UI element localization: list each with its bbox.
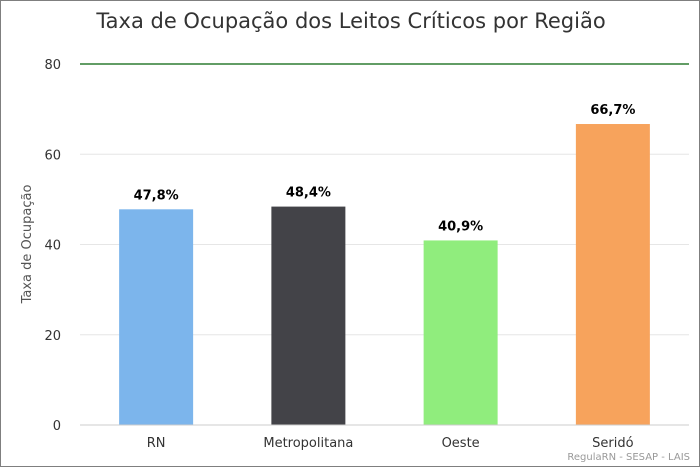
data-labels: 47,8% 48,4% 40,9% 66,7%: [134, 103, 636, 234]
y-tick-label: 60: [44, 148, 61, 163]
bar: [119, 209, 194, 425]
chart-title: Taxa de Ocupação dos Leitos Críticos por…: [95, 9, 605, 33]
bars: [119, 124, 650, 426]
y-tick-label: 40: [44, 239, 61, 254]
y-axis-ticks: 0 20 40 60 80: [44, 58, 61, 434]
bar: [423, 240, 498, 425]
y-tick-label: 0: [53, 419, 61, 434]
x-tick-label: Oeste: [442, 436, 480, 451]
x-tick-label: Seridó: [592, 436, 633, 451]
x-tick-label: Metropolitana: [263, 436, 353, 451]
data-label: 47,8%: [134, 188, 179, 203]
bar: [271, 206, 346, 425]
data-label: 48,4%: [286, 186, 331, 201]
bar: [575, 124, 650, 426]
x-tick-label: RN: [147, 436, 166, 451]
data-label: 66,7%: [590, 103, 635, 118]
data-label: 40,9%: [438, 219, 483, 234]
y-tick-label: 20: [44, 329, 61, 344]
credits: RegulaRN - SESAP - LAIS: [567, 452, 690, 463]
y-axis-title: Taxa de Ocupação: [20, 185, 35, 305]
y-tick-label: 80: [44, 58, 61, 73]
x-axis-ticks: RN Metropolitana Oeste Seridó: [147, 436, 634, 451]
